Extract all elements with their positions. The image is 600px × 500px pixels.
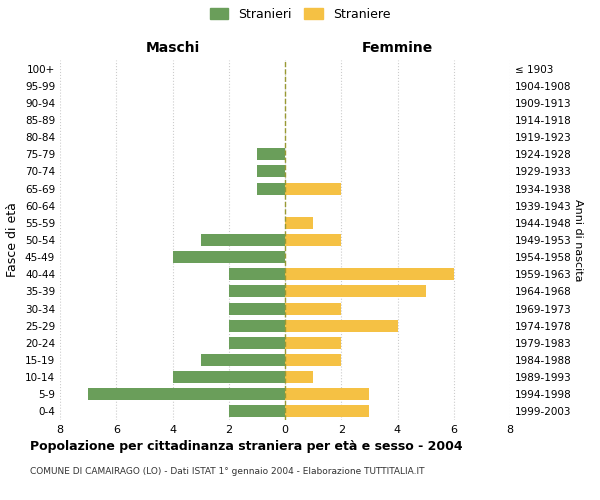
Bar [285,320,398,332]
Bar [200,234,285,246]
Text: COMUNE DI CAMAIRAGO (LO) - Dati ISTAT 1° gennaio 2004 - Elaborazione TUTTITALIA.: COMUNE DI CAMAIRAGO (LO) - Dati ISTAT 1°… [30,468,425,476]
Bar [229,268,285,280]
Bar [257,182,285,194]
Text: Popolazione per cittadinanza straniera per età e sesso - 2004: Popolazione per cittadinanza straniera p… [30,440,463,453]
Bar [285,406,370,417]
Bar [257,148,285,160]
Bar [257,166,285,177]
Bar [285,371,313,383]
Bar [285,388,370,400]
Bar [285,217,313,229]
Bar [173,371,285,383]
Bar [285,268,454,280]
Bar [229,302,285,314]
Bar [285,337,341,349]
Bar [285,234,341,246]
Bar [285,286,425,298]
Text: Femmine: Femmine [362,41,433,55]
Bar [285,354,341,366]
Bar [173,251,285,263]
Bar [229,406,285,417]
Bar [285,302,341,314]
Bar [229,320,285,332]
Text: Maschi: Maschi [145,41,200,55]
Bar [285,182,341,194]
Bar [200,354,285,366]
Bar [229,337,285,349]
Bar [88,388,285,400]
Legend: Stranieri, Straniere: Stranieri, Straniere [205,2,395,26]
Y-axis label: Anni di nascita: Anni di nascita [573,198,583,281]
Bar [229,286,285,298]
Y-axis label: Fasce di età: Fasce di età [7,202,19,278]
